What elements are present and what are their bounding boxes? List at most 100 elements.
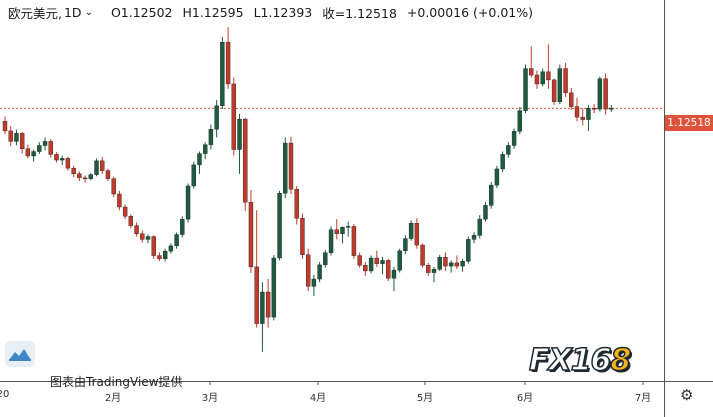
candle-body (54, 154, 59, 161)
candle-body (357, 255, 362, 266)
brand-main: FX16 (528, 342, 612, 379)
candle-body (511, 131, 517, 146)
candle-body (202, 144, 208, 154)
x-tick-label: 4月 (309, 393, 327, 404)
candle-body (591, 108, 597, 110)
candle-body (420, 244, 425, 266)
candle-body (340, 227, 345, 234)
candle-body (546, 71, 551, 81)
candle-body (540, 71, 545, 85)
candle-body (431, 269, 437, 273)
candle-body (191, 164, 196, 187)
candle-body (65, 158, 71, 169)
candle-body (500, 154, 505, 170)
candle-body (60, 158, 65, 161)
candle-body (311, 278, 317, 287)
candle-body (323, 252, 328, 266)
candle-body (105, 170, 111, 179)
candle-body (237, 118, 242, 150)
candle-body (271, 257, 277, 318)
candle-body (14, 133, 19, 142)
candle-body (277, 193, 282, 259)
candle-body (346, 226, 351, 228)
candle-body (248, 201, 254, 268)
candle-body (140, 233, 145, 240)
candle-body (426, 265, 431, 273)
candle-body (603, 78, 608, 110)
candle-body (37, 145, 42, 152)
candle-body (380, 260, 385, 264)
candle-body (414, 222, 420, 246)
candle-body (477, 218, 482, 236)
candle-body (122, 206, 128, 217)
attribution-text[interactable]: 图表由TradingView提供 (50, 375, 183, 389)
candle-body (8, 130, 13, 142)
candle-body (317, 264, 322, 280)
candle-body (574, 106, 580, 118)
candle-body (2, 120, 8, 132)
candle-body (88, 174, 94, 179)
timeframe-selector[interactable]: 1D (63, 5, 82, 20)
last-price-tag: 1.12518 (665, 115, 713, 131)
candle-body (609, 108, 614, 110)
candle-body (305, 254, 311, 287)
symbol-name[interactable]: 欧元美元, (8, 6, 62, 21)
candle-body (174, 234, 179, 247)
candle-body (214, 105, 219, 130)
candle-body (157, 255, 162, 260)
candle-body (494, 168, 500, 186)
candle-body (466, 239, 471, 262)
candle-body (551, 79, 557, 102)
candle-body (489, 184, 494, 206)
candle-body (128, 216, 134, 226)
candle-body (437, 256, 442, 270)
tradingview-logo-icon[interactable] (5, 341, 35, 367)
candle-body (265, 291, 271, 318)
candle-body (483, 205, 488, 220)
candle-body (569, 92, 574, 107)
close-value: 收=1.12518 (322, 6, 397, 21)
candle-body (443, 256, 448, 267)
candle-body (185, 185, 191, 220)
candle-body (225, 42, 231, 85)
low-value: L1.12393 (253, 5, 313, 20)
candle-body (351, 226, 357, 256)
candle-body (403, 238, 408, 251)
gear-icon[interactable]: ⚙ (680, 386, 694, 404)
candle-body (557, 68, 563, 102)
candle-body (448, 262, 454, 267)
candle-body (19, 133, 25, 149)
candle-body (397, 250, 402, 271)
candle-body (197, 153, 202, 166)
candle-body (328, 229, 334, 253)
x-tick-label: 20 (0, 389, 10, 400)
candle-body (506, 145, 511, 155)
chart-legend: 欧元美元, 1D ⌄ O1.12502 H1.12595 L1.12393 收=… (8, 3, 543, 22)
x-tick-label: 3月 (201, 393, 219, 404)
candle-body (100, 160, 105, 171)
candle-body (231, 83, 237, 150)
candle-body (454, 262, 460, 267)
candle-body (243, 118, 248, 203)
candle-body (471, 235, 477, 240)
chevron-down-icon[interactable]: ⌄ (84, 7, 93, 18)
candle-body (391, 269, 397, 279)
candle-body (563, 68, 568, 94)
candle-body (31, 151, 36, 157)
candle-body (151, 236, 156, 256)
x-tick-label: 5月 (416, 393, 434, 404)
candle-body (363, 265, 368, 272)
candle-body (134, 225, 139, 234)
candle-body (25, 148, 31, 157)
open-value: O1.12502 (110, 5, 173, 20)
candle-body (260, 291, 265, 324)
brand-accent: 8 (610, 342, 632, 379)
candle-body (111, 178, 116, 195)
candle-body (283, 142, 288, 194)
candle-body (368, 257, 374, 272)
candle-body (288, 142, 294, 190)
candle-body (208, 129, 214, 145)
candle-body (534, 74, 540, 85)
